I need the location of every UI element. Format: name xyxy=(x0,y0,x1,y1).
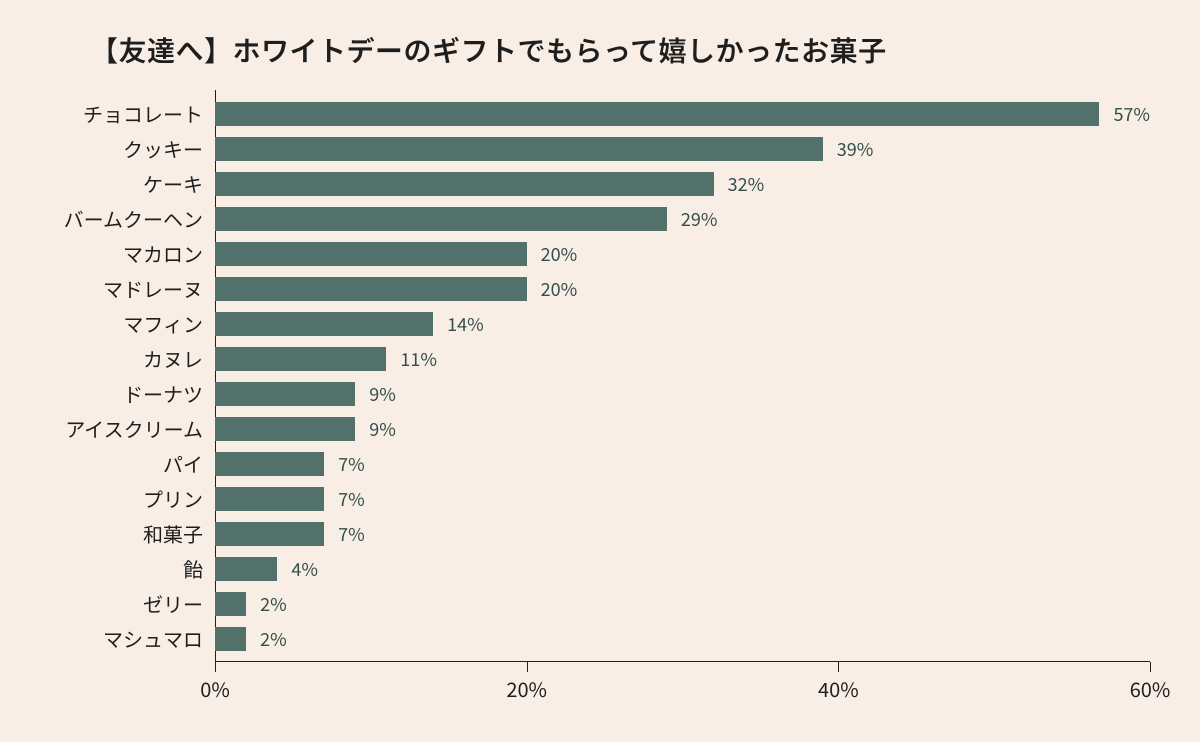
bar xyxy=(215,417,355,441)
chart-container: 【友達へ】ホワイトデーのギフトでもらって嬉しかったお菓子 チョコレート57%クッ… xyxy=(0,0,1200,742)
bar-row: チョコレート57% xyxy=(215,102,1150,126)
bar-value-label: 11% xyxy=(400,346,437,372)
bar-row: マカロン20% xyxy=(215,242,1150,266)
bar-category-label: ケーキ xyxy=(143,169,203,198)
bar xyxy=(215,627,246,651)
bar-category-label: クッキー xyxy=(123,134,203,163)
bar-category-label: マカロン xyxy=(123,239,203,268)
x-tick-label: 40% xyxy=(818,674,859,703)
plot-area: チョコレート57% クッキー39% ケーキ32% バームクーヘン29% マカロン20% マ… xyxy=(215,90,1150,698)
bar-category-label: バームクーヘン xyxy=(64,204,203,233)
bar xyxy=(215,137,823,161)
bar xyxy=(215,207,667,231)
bar-value-label: 7% xyxy=(338,486,365,512)
bar-row: アイスクリーム9% xyxy=(215,417,1150,441)
bar-value-label: 39% xyxy=(837,136,874,162)
bar-row: パイ7% xyxy=(215,452,1150,476)
bar-row: 和菓子7% xyxy=(215,522,1150,546)
bar-category-label: プリン xyxy=(143,484,203,513)
bar xyxy=(215,487,324,511)
bar xyxy=(215,592,246,616)
bar-row: マシュマロ2% xyxy=(215,627,1150,651)
bar-value-label: 7% xyxy=(338,451,365,477)
bar-row: 飴4% xyxy=(215,557,1150,581)
x-tick-label: 0% xyxy=(200,674,230,703)
bar-category-label: マフィン xyxy=(123,309,203,338)
x-tick-mark xyxy=(527,662,528,672)
bar-category-label: ドーナツ xyxy=(123,379,203,408)
bars-area: チョコレート57% クッキー39% ケーキ32% バームクーヘン29% マカロン20% マ… xyxy=(215,90,1150,662)
bar-value-label: 14% xyxy=(447,311,484,337)
bar-value-label: 4% xyxy=(291,556,318,582)
bar-value-label: 32% xyxy=(728,171,765,197)
bar xyxy=(215,312,433,336)
bar xyxy=(215,277,527,301)
bar-category-label: パイ xyxy=(163,449,203,478)
bar xyxy=(215,452,324,476)
bar-category-label: チョコレート xyxy=(83,99,203,128)
bar-row: ケーキ32% xyxy=(215,172,1150,196)
x-tick-label: 20% xyxy=(506,674,547,703)
x-tick-mark xyxy=(838,662,839,672)
bar-category-label: カヌレ xyxy=(143,344,203,373)
bar-category-label: 和菓子 xyxy=(143,519,203,548)
bar xyxy=(215,172,714,196)
x-tick-label: 60% xyxy=(1130,674,1171,703)
bar-row: クッキー39% xyxy=(215,137,1150,161)
bar-row: カヌレ11% xyxy=(215,347,1150,371)
bar-value-label: 2% xyxy=(260,591,287,617)
bar-value-label: 20% xyxy=(541,276,578,302)
x-tick-mark xyxy=(215,662,216,672)
bar xyxy=(215,522,324,546)
bar-row: マフィン14% xyxy=(215,312,1150,336)
bar xyxy=(215,242,527,266)
bar-value-label: 57% xyxy=(1113,101,1150,127)
bar xyxy=(215,557,277,581)
bar-row: プリン7% xyxy=(215,487,1150,511)
x-ticks: 0%20%40%60% xyxy=(215,662,1150,698)
bar-category-label: アイスクリーム xyxy=(65,414,203,443)
bar-value-label: 9% xyxy=(369,381,396,407)
bar-row: バームクーヘン29% xyxy=(215,207,1150,231)
bar xyxy=(215,347,386,371)
bar-value-label: 2% xyxy=(260,626,287,652)
bar-value-label: 29% xyxy=(681,206,718,232)
bar-category-label: マシュマロ xyxy=(103,624,203,653)
bar-category-label: ゼリー xyxy=(143,589,203,618)
bar-value-label: 9% xyxy=(369,416,396,442)
bar xyxy=(215,382,355,406)
bar-category-label: 飴 xyxy=(183,554,203,583)
bar-value-label: 20% xyxy=(541,241,578,267)
bar-value-label: 7% xyxy=(338,521,365,547)
x-tick-mark xyxy=(1150,662,1151,672)
bar-row: マドレーヌ20% xyxy=(215,277,1150,301)
bar-category-label: マドレーヌ xyxy=(103,274,203,303)
chart-title: 【友達へ】ホワイトデーのギフトでもらって嬉しかったお菓子 xyxy=(50,30,1150,70)
bar xyxy=(215,102,1099,126)
bar-row: ゼリー2% xyxy=(215,592,1150,616)
bar-row: ドーナツ9% xyxy=(215,382,1150,406)
